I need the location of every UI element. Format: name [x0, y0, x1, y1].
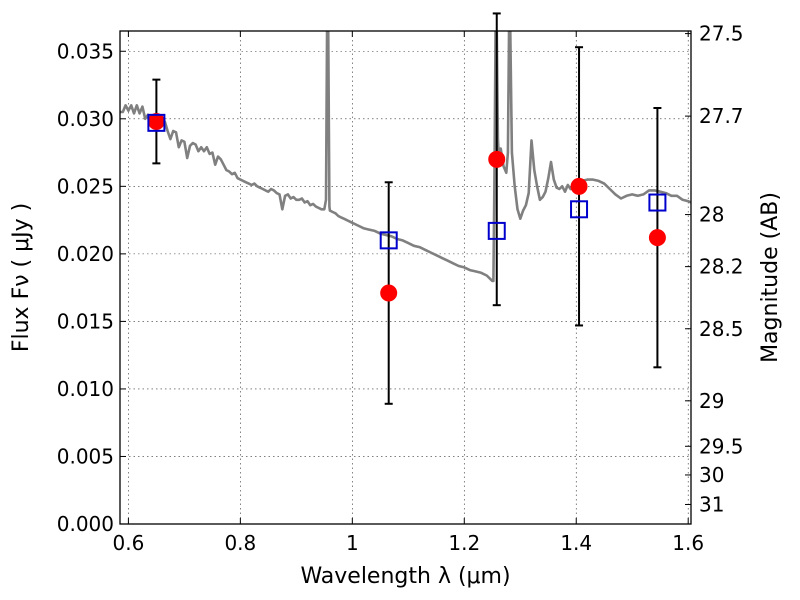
- model-photometry-point: [648, 193, 667, 212]
- grid-layer: [120, 31, 691, 524]
- model-photometry-point: [379, 231, 398, 250]
- model-photometry-point: [487, 221, 506, 240]
- x-tick-label: 1.2: [448, 531, 480, 555]
- right-tick-label: 29: [699, 389, 724, 413]
- right-tick-label: 27.5: [699, 22, 744, 46]
- right-tick-label: 28.2: [699, 255, 744, 279]
- y-tick-label: 0.020: [57, 242, 114, 266]
- x-tick-label: 1.6: [672, 531, 704, 555]
- y-tick-label: 0.010: [57, 377, 114, 401]
- y-axis-label: Flux Fν ( μJy ): [9, 203, 34, 352]
- y-tick-label: 0.035: [57, 39, 114, 63]
- x-tick-label: 0.8: [224, 531, 256, 555]
- observed-point: [570, 177, 588, 195]
- right-tick-label: 28.5: [699, 317, 744, 341]
- observed-points-layer: [147, 112, 666, 302]
- model-spectrum-layer: [120, 31, 691, 283]
- right-axis-label: Magnitude (AB): [758, 192, 783, 363]
- observed-point: [488, 150, 506, 168]
- ticks-layer: 0.6 0.8 1 1.2 1.4 1.6 0.000 0.005 0.010 0.015 0.02…: [57, 22, 744, 555]
- observed-point: [648, 229, 666, 247]
- model-photometry-layer: [147, 113, 667, 250]
- right-tick-label: 31: [699, 492, 724, 516]
- observed-point: [380, 284, 398, 302]
- right-tick-label: 27.7: [699, 104, 744, 128]
- right-tick-label: 29.5: [699, 434, 744, 458]
- x-tick-label: 0.6: [112, 531, 144, 555]
- observed-point: [147, 112, 165, 130]
- y-tick-label: 0.000: [57, 512, 114, 536]
- plot-frame: [119, 30, 692, 525]
- right-tick-label: 28: [699, 203, 724, 227]
- y-tick-label: 0.025: [57, 174, 114, 198]
- y-tick-label: 0.015: [57, 309, 114, 333]
- x-axis-label: Wavelength λ (μm): [300, 564, 510, 589]
- y-tick-label: 0.005: [57, 444, 114, 468]
- y-tick-label: 0.030: [57, 107, 114, 131]
- model-photometry-point: [570, 200, 589, 219]
- right-tick-label: 30: [699, 463, 724, 487]
- x-tick-label: 1: [346, 531, 359, 555]
- error-bars-layer: [152, 12, 662, 405]
- x-tick-label: 1.4: [560, 531, 592, 555]
- model-photometry-point: [147, 113, 166, 132]
- model-spectrum-line: [120, 31, 691, 283]
